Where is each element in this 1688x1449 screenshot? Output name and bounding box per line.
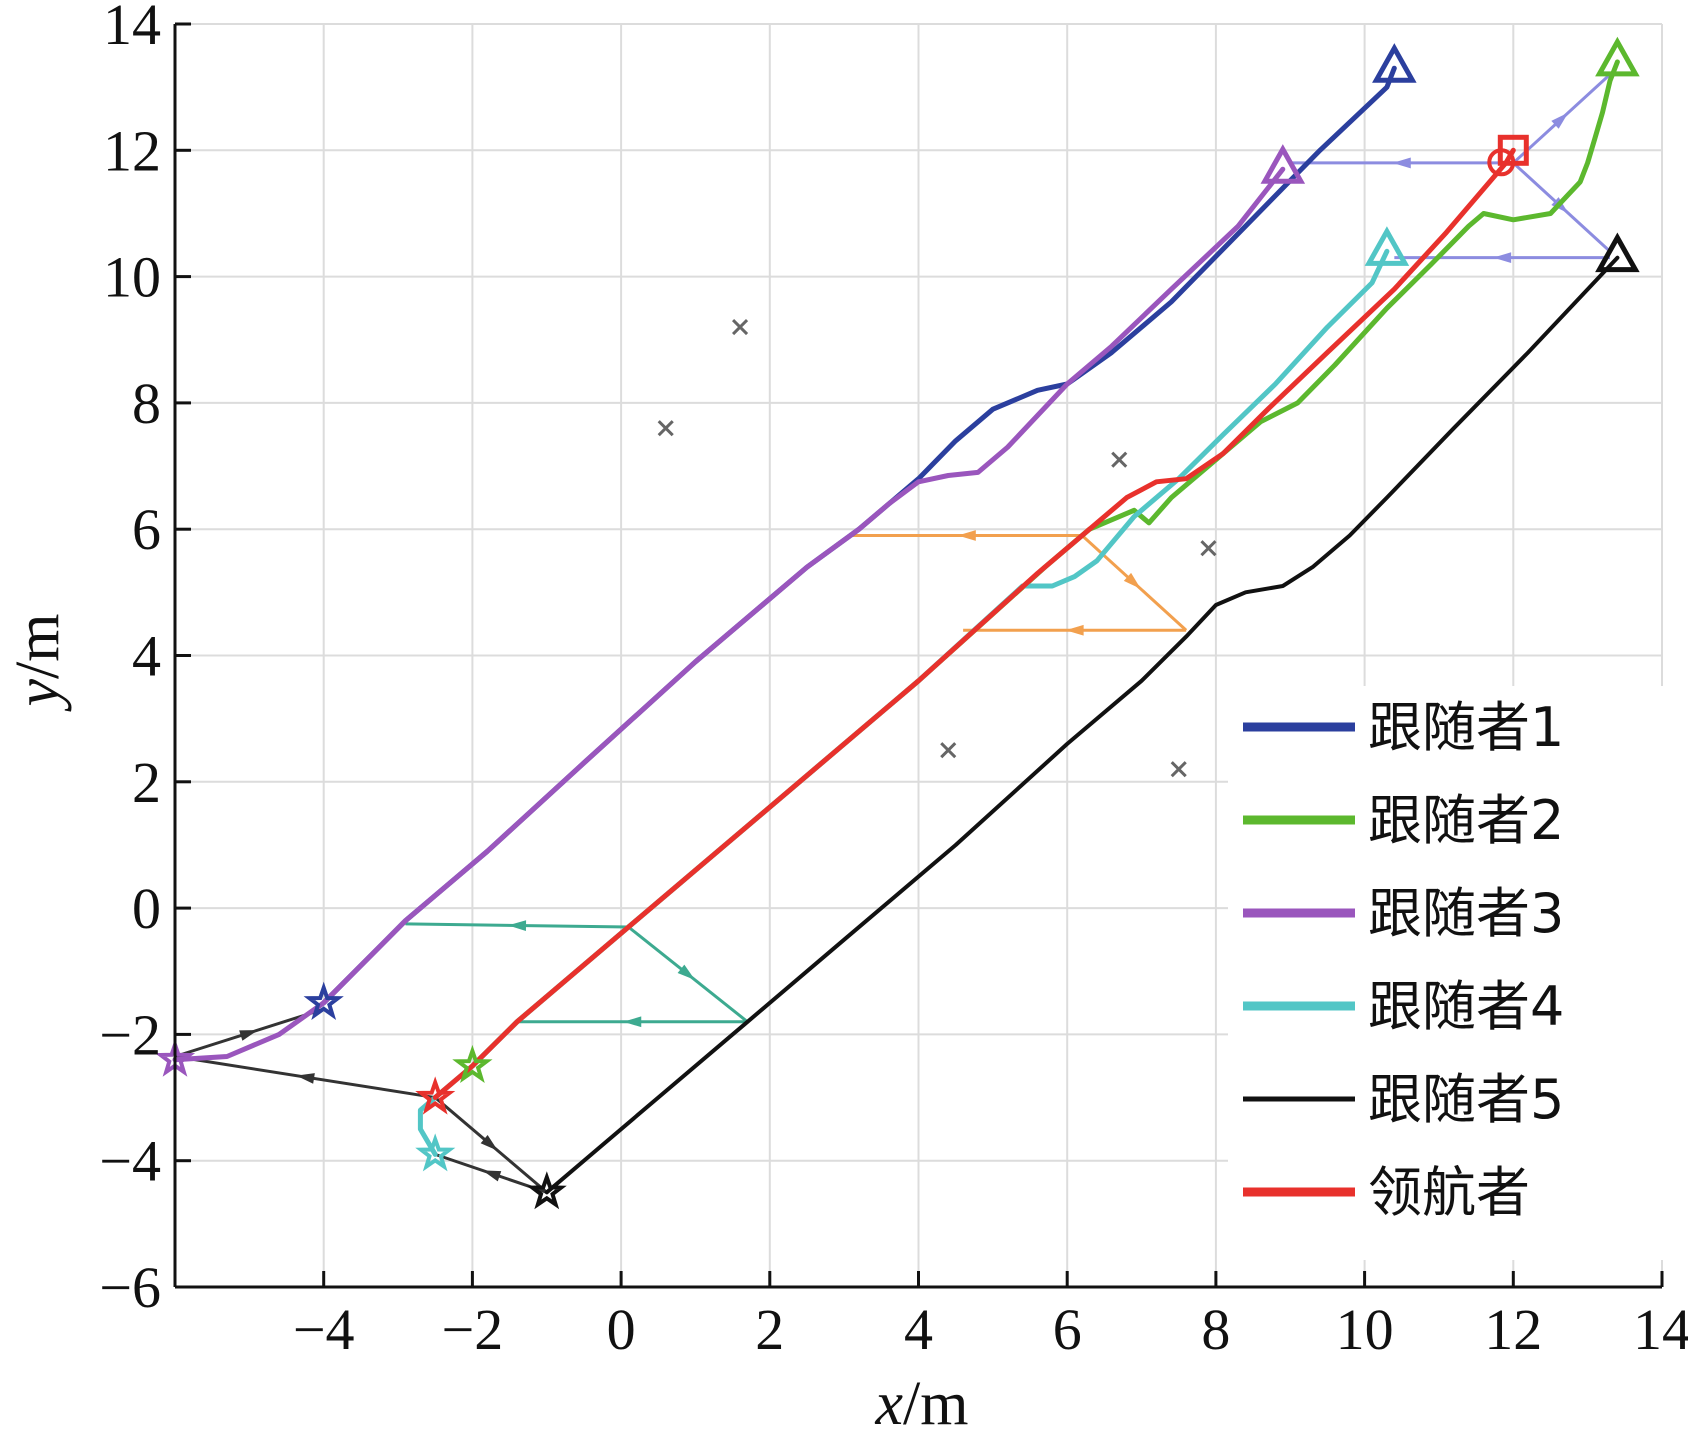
legend-box [1228,686,1668,1260]
series-group [172,59,1620,1195]
formation-link-arrow [480,1134,498,1151]
x-tick-label: 2 [755,1297,784,1362]
formation-link-arrow [1493,252,1512,264]
obstacle-marker [940,742,957,759]
x-tick-label: −2 [442,1297,504,1362]
obstacles-group [657,319,1217,778]
end-triangle-marker [1364,226,1410,266]
formation-link-arrow [296,1073,315,1084]
legend-label: 跟随者2 [1368,789,1564,852]
axes-frame [173,22,1664,1289]
formation-link-arrow [482,1170,502,1182]
x-tick-label: −4 [293,1297,355,1362]
formation-link-arrow [677,964,696,981]
formation-link-arrow [1392,157,1411,169]
formation-link-arrow [1123,572,1141,589]
x-tick-label: 4 [904,1297,933,1362]
y-tick-label: 6 [132,497,161,562]
legend-label: 跟随者5 [1368,1068,1564,1131]
end-triangle-marker [1595,36,1640,77]
start-star-marker [526,1171,567,1210]
x-axis-variable: x [875,1370,904,1438]
start-star-marker [303,981,344,1020]
legend: 跟随者1 跟随者2 跟随者3 跟随者4 跟随者5 领航者 [1228,686,1668,1260]
formation-link-arrow [508,920,527,931]
series-line-5 [544,255,1620,1195]
start-star-marker [415,1076,456,1115]
obstacle-marker [1200,540,1217,557]
formation-link-arrow [239,1030,258,1041]
y-tick-label: 8 [132,371,161,436]
markers-group [154,36,1640,1210]
series-line-3 [172,166,1286,1063]
y-tick-label: −2 [99,1002,161,1067]
x-axis-unit: /m [903,1370,968,1438]
x-tick-label: 8 [1201,1297,1230,1362]
legend-label: 跟随者4 [1368,975,1564,1038]
formation-link-arrow [1551,112,1569,129]
y-tick-label: 4 [132,624,161,689]
legend-label: 领航者 [1368,1161,1530,1224]
formation-link-arrow [957,530,976,541]
y-tick-labels: −6 −4 −2 0 2 4 6 8 10 12 14 [99,0,161,1320]
y-axis-variable: y [4,678,72,712]
formation-link-arrow [623,1016,642,1028]
obstacle-marker [1170,761,1187,778]
obstacle-marker [1111,451,1128,468]
y-tick-label: 2 [132,750,161,815]
end-triangle-marker [1260,144,1306,184]
x-tick-label: 14 [1633,1297,1688,1362]
legend-label: 跟随者3 [1368,882,1564,945]
legend-label: 跟随者1 [1368,696,1564,759]
y-tick-label: −6 [99,1255,161,1320]
start-star-marker [452,1044,493,1084]
y-axis-unit: /m [4,614,72,679]
x-tick-labels: −4 −2 0 2 4 6 8 10 12 14 [293,1297,1688,1362]
y-tick-label: 10 [103,245,161,310]
x-tick-label: 6 [1053,1297,1082,1362]
x-axis-label: x/m [875,1370,969,1438]
x-tick-label: 12 [1484,1297,1542,1362]
x-tick-label: 10 [1336,1297,1394,1362]
y-tick-label: 12 [103,118,161,183]
y-tick-label: 0 [132,876,161,941]
y-axis-label: y/m [4,614,72,713]
start-star-marker [415,1133,456,1172]
obstacle-marker [731,319,749,336]
y-tick-label: 14 [103,0,161,57]
x-tick-label: 0 [607,1297,636,1362]
y-tick-label: −4 [99,1129,161,1194]
formation-links [174,73,1611,1194]
end-circle-marker [1487,148,1516,177]
series-line-6 [432,147,1516,1100]
end-triangle-marker [1595,232,1640,273]
obstacle-marker [657,420,674,437]
end-triangle-marker [1372,43,1417,83]
formation-link-arrow [1065,624,1084,636]
